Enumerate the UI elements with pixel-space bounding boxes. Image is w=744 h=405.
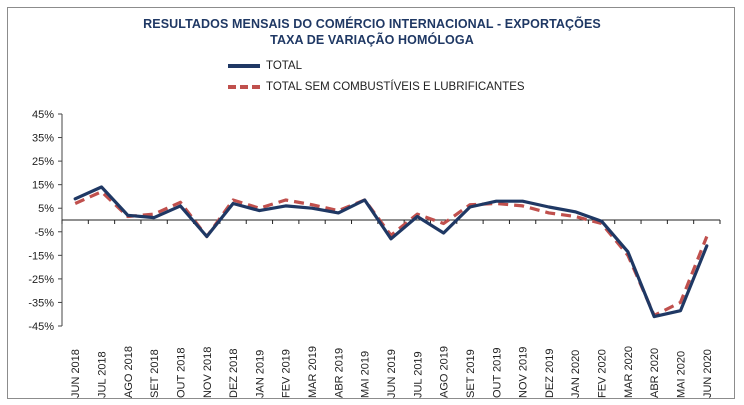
y-tick-label: 45%: [32, 109, 54, 121]
x-tick-label: MAI 2020: [676, 351, 688, 398]
y-tick-label: 5%: [38, 203, 54, 215]
y-tick-label: -25%: [28, 274, 54, 286]
x-tick-label: MAR 2019: [307, 346, 319, 398]
y-tick-label: 15%: [32, 180, 54, 192]
x-tick-label: SET 2019: [465, 349, 477, 398]
x-tick-label: MAR 2020: [623, 346, 635, 398]
series-line-total: [73, 185, 709, 319]
x-tick-label: DEZ 2019: [544, 348, 556, 398]
x-tick-label: FEV 2019: [281, 349, 293, 398]
x-tick-label: NOV 2019: [518, 347, 530, 398]
x-tick-label: JUN 2020: [702, 349, 714, 398]
legend-swatch-total-sem-combustiveis: [228, 85, 260, 89]
x-tick-label: AGO 2018: [123, 346, 135, 398]
x-tick-label: OUT 2019: [491, 347, 503, 398]
x-tick-label: JUN 2019: [386, 349, 398, 398]
x-tick-label: OUT 2018: [175, 347, 187, 398]
x-tick-label: JUL 2018: [96, 351, 108, 398]
x-tick-label: JAN 2020: [570, 350, 582, 398]
y-tick-label: -35%: [28, 297, 54, 309]
y-tick-label: 35%: [32, 133, 54, 145]
legend-entry-total: TOTAL: [228, 58, 302, 74]
x-tick-label: JUL 2019: [412, 351, 424, 398]
chart-title: RESULTADOS MENSAIS DO COMÉRCIO INTERNACI…: [143, 17, 601, 31]
y-tick-label: -15%: [28, 250, 54, 262]
chart-subtitle: TAXA DE VARIAÇÃO HOMÓLOGA: [270, 33, 474, 47]
x-tick-label: AGO 2019: [439, 346, 451, 398]
x-tick-label: DEZ 2018: [228, 348, 240, 398]
x-tick-label: ABR 2019: [333, 348, 345, 398]
chart-frame: [7, 7, 735, 399]
y-tick-label: -45%: [28, 321, 54, 333]
x-tick-label: FEV 2020: [597, 349, 609, 398]
y-tick-label: -5%: [34, 227, 54, 239]
x-tick-label: SET 2018: [149, 349, 161, 398]
x-tick-label: JUN 2018: [70, 349, 82, 398]
legend-label-total: TOTAL: [266, 60, 302, 72]
legend-swatch-total: [228, 64, 260, 68]
x-tick-label: JAN 2019: [254, 350, 266, 398]
legend-entry-total-sem-combustiveis: TOTAL SEM COMBUSTÍVEIS E LUBRIFICANTES: [228, 79, 525, 95]
x-tick-label: NOV 2018: [202, 347, 214, 398]
y-tick-label: 25%: [32, 156, 54, 168]
x-tick-label: ABR 2020: [649, 348, 661, 398]
x-tick-label: MAI 2019: [360, 351, 372, 398]
legend-label-total-sem-combustiveis: TOTAL SEM COMBUSTÍVEIS E LUBRIFICANTES: [266, 81, 525, 93]
